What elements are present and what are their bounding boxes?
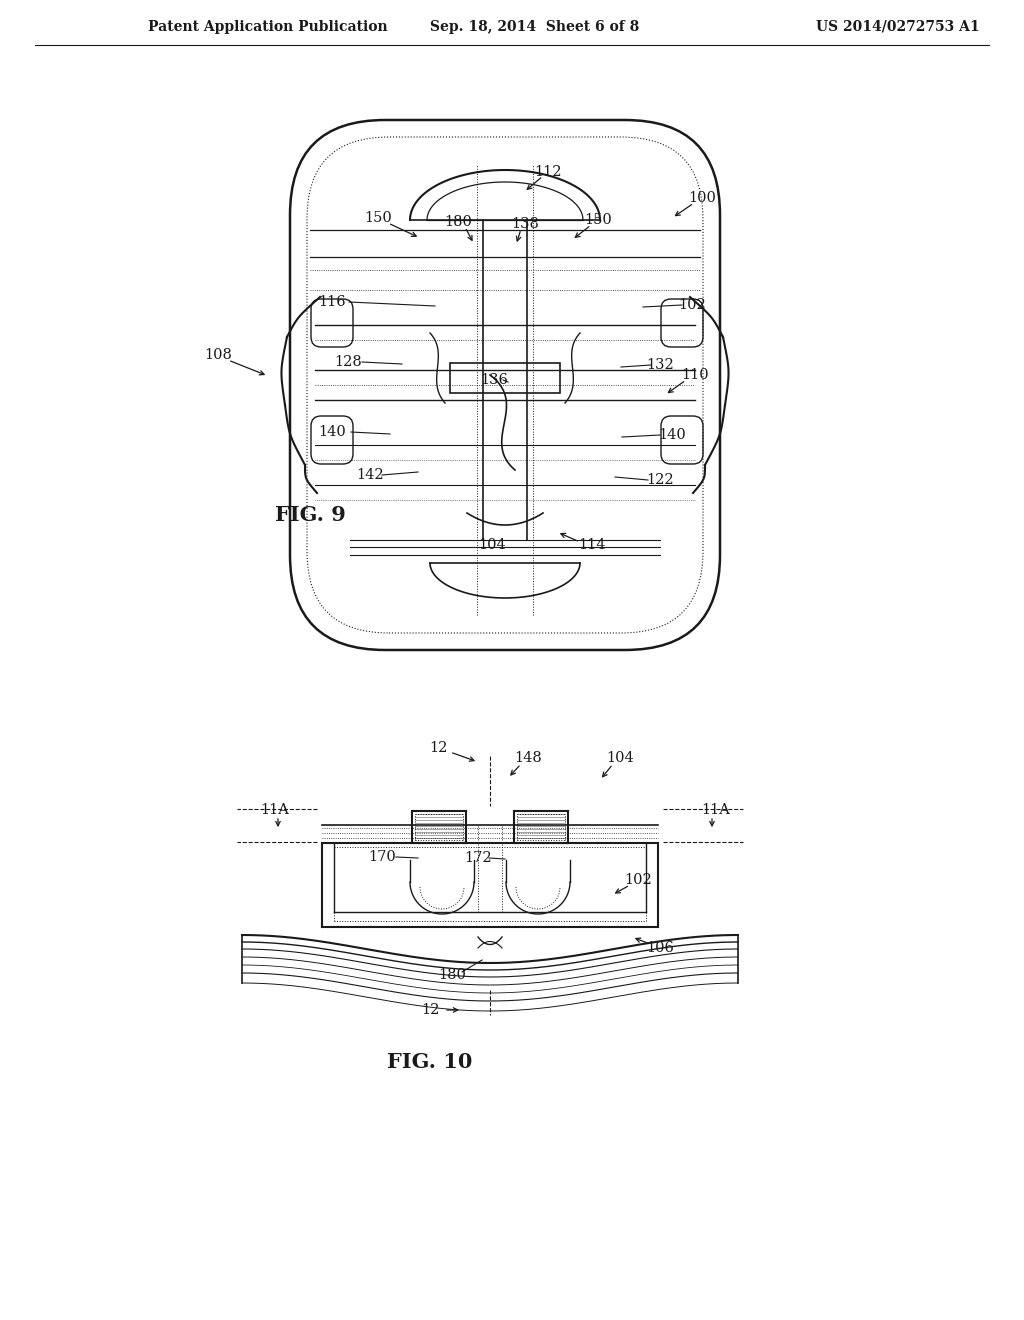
Text: 108: 108 xyxy=(204,348,232,362)
Text: FIG. 10: FIG. 10 xyxy=(387,1052,473,1072)
Text: 102: 102 xyxy=(678,298,706,312)
Text: 148: 148 xyxy=(514,751,542,766)
Text: 128: 128 xyxy=(334,355,361,370)
Text: 11A: 11A xyxy=(260,803,290,817)
Text: 104: 104 xyxy=(606,751,634,766)
Text: 12: 12 xyxy=(429,741,447,755)
Text: 106: 106 xyxy=(646,941,674,954)
Text: 114: 114 xyxy=(579,539,606,552)
Text: 172: 172 xyxy=(464,851,492,865)
Text: 136: 136 xyxy=(480,374,508,387)
Text: Patent Application Publication: Patent Application Publication xyxy=(148,20,388,34)
Text: 122: 122 xyxy=(646,473,674,487)
Text: 100: 100 xyxy=(688,191,716,205)
Text: 180: 180 xyxy=(444,215,472,228)
Text: Sep. 18, 2014  Sheet 6 of 8: Sep. 18, 2014 Sheet 6 of 8 xyxy=(430,20,639,34)
Text: 12: 12 xyxy=(421,1003,439,1016)
Text: 180: 180 xyxy=(438,968,466,982)
Text: 142: 142 xyxy=(356,469,384,482)
Text: 132: 132 xyxy=(646,358,674,372)
Text: 104: 104 xyxy=(478,539,506,552)
Text: 138: 138 xyxy=(511,216,539,231)
Text: 150: 150 xyxy=(584,213,612,227)
Text: 140: 140 xyxy=(318,425,346,440)
Text: 150: 150 xyxy=(365,211,392,224)
Text: FIG. 9: FIG. 9 xyxy=(274,506,345,525)
Bar xyxy=(450,363,560,393)
Text: 170: 170 xyxy=(368,850,396,865)
Text: 140: 140 xyxy=(658,428,686,442)
Text: 112: 112 xyxy=(535,165,562,180)
Text: 110: 110 xyxy=(681,368,709,381)
Text: US 2014/0272753 A1: US 2014/0272753 A1 xyxy=(816,20,980,34)
Text: 11A: 11A xyxy=(701,803,730,817)
Text: 116: 116 xyxy=(318,294,346,309)
Text: 102: 102 xyxy=(624,873,652,887)
